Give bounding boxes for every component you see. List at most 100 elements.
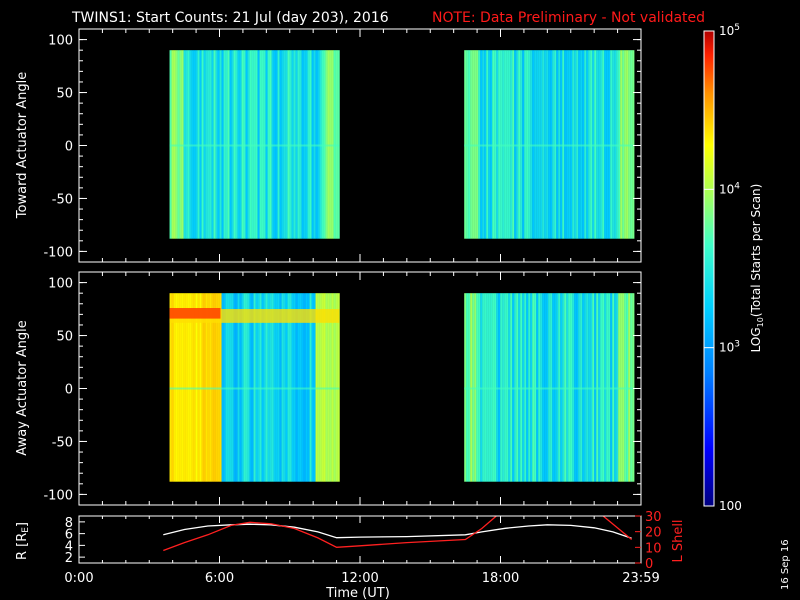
lshell-ytick-label: 10 — [645, 541, 662, 556]
toward-heatmap-column — [546, 50, 549, 239]
away-heatmap-column — [506, 293, 509, 482]
away-heatmap-column — [486, 293, 489, 482]
toward-heatmap-column — [610, 50, 613, 239]
toward-heatmap-column — [542, 50, 545, 239]
away-heatmap-column — [620, 293, 623, 482]
away-heatmap-column — [217, 293, 220, 482]
away-heatmap-column — [504, 293, 507, 482]
away-heatmap-column — [293, 293, 296, 482]
toward-heatmap-column — [319, 50, 322, 239]
toward-heatmap-column — [496, 50, 499, 239]
x-tick-label: 12:00 — [341, 571, 378, 586]
away-heatmap-column — [275, 293, 278, 482]
away-heatmap-column — [612, 293, 615, 482]
toward-heatmap-column — [616, 50, 619, 239]
toward-heatmap-column — [331, 50, 334, 239]
toward-heatmap-column — [534, 50, 537, 239]
toward-heatmap-column — [239, 50, 242, 239]
away-heatmap-column — [550, 293, 553, 482]
toward-heatmap-column — [592, 50, 595, 239]
toward-heatmap-column — [480, 50, 483, 239]
away-peak-band — [169, 308, 221, 319]
away-heatmap-column — [295, 293, 298, 482]
away-heatmap-column — [281, 293, 284, 482]
toward-heatmap-column — [600, 50, 603, 239]
away-ytick-label: 100 — [48, 277, 73, 292]
toward-heatmap-column — [488, 50, 491, 239]
lshell-ytick-label: 0 — [645, 557, 653, 572]
toward-heatmap-column — [305, 50, 308, 239]
toward-heatmap-column — [313, 50, 316, 239]
away-heatmap-column — [572, 293, 575, 482]
away-heatmap-column — [522, 293, 525, 482]
away-heatmap-column — [586, 293, 589, 482]
away-heatmap-column — [594, 293, 597, 482]
away-heatmap-column — [466, 293, 469, 482]
away-heatmap-column — [528, 293, 531, 482]
away-heatmap-column — [510, 293, 513, 482]
away-heatmap-column — [490, 293, 493, 482]
toward-heatmap-column — [225, 50, 228, 239]
toward-heatmap-column — [287, 50, 290, 239]
away-heatmap-column — [235, 293, 238, 482]
away-heatmap-column — [177, 293, 180, 482]
away-heatmap-column — [329, 293, 332, 482]
toward-heatmap-column — [233, 50, 236, 239]
away-heatmap-column — [213, 293, 216, 482]
toward-heatmap-column — [584, 50, 587, 239]
toward-heatmap-column — [626, 50, 629, 239]
toward-heatmap-column — [566, 50, 569, 239]
away-heatmap-column — [494, 293, 497, 482]
toward-heatmap-column — [179, 50, 182, 239]
away-heatmap-column — [315, 293, 318, 482]
away-heatmap-column — [305, 293, 308, 482]
away-heatmap-column — [321, 293, 324, 482]
away-heatmap-column — [562, 293, 565, 482]
toward-heatmap-column — [231, 50, 234, 239]
x-tick-label: 18:00 — [482, 571, 519, 586]
away-heatmap-column — [574, 293, 577, 482]
away-heatmap-column — [482, 293, 485, 482]
away-heatmap-column — [622, 293, 625, 482]
away-heatmap-column — [498, 293, 501, 482]
x-axis-label: Time (UT) — [325, 586, 390, 600]
toward-heatmap-column — [612, 50, 615, 239]
away-heatmap-column — [245, 293, 248, 482]
away-heatmap-column — [291, 293, 294, 482]
toward-heatmap-column — [267, 50, 270, 239]
away-heatmap-column — [536, 293, 539, 482]
toward-heatmap-column — [556, 50, 559, 239]
toward-heatmap-column — [205, 50, 208, 239]
toward-heatmap-column — [173, 50, 176, 239]
toward-heatmap-column — [536, 50, 539, 239]
toward-ytick-label: -50 — [52, 192, 73, 207]
toward-heatmap-column — [291, 50, 294, 239]
away-heatmap-column — [327, 293, 330, 482]
toward-heatmap-column — [255, 50, 258, 239]
lshell-ylabel: L Shell — [671, 519, 686, 562]
toward-heatmap-column — [219, 50, 222, 239]
away-heatmap-column — [626, 293, 629, 482]
away-heatmap-column — [564, 293, 567, 482]
toward-heatmap-column — [193, 50, 196, 239]
toward-heatmap-column — [498, 50, 501, 239]
away-heatmap-column — [492, 293, 495, 482]
toward-heatmap-column — [227, 50, 230, 239]
away-heatmap-column — [271, 293, 274, 482]
away-heatmap-column — [560, 293, 563, 482]
toward-heatmap-column — [321, 50, 324, 239]
away-heatmap-column — [243, 293, 246, 482]
toward-heatmap-column — [329, 50, 332, 239]
away-heatmap-column — [566, 293, 569, 482]
toward-heatmap-column — [572, 50, 575, 239]
away-heatmap-column — [584, 293, 587, 482]
toward-heatmap-column — [526, 50, 529, 239]
away-heatmap-column — [189, 293, 192, 482]
toward-heatmap-column — [311, 50, 314, 239]
away-heatmap-column — [319, 293, 322, 482]
toward-heatmap-column — [596, 50, 599, 239]
toward-heatmap-column — [598, 50, 601, 239]
away-heatmap-column — [301, 293, 304, 482]
